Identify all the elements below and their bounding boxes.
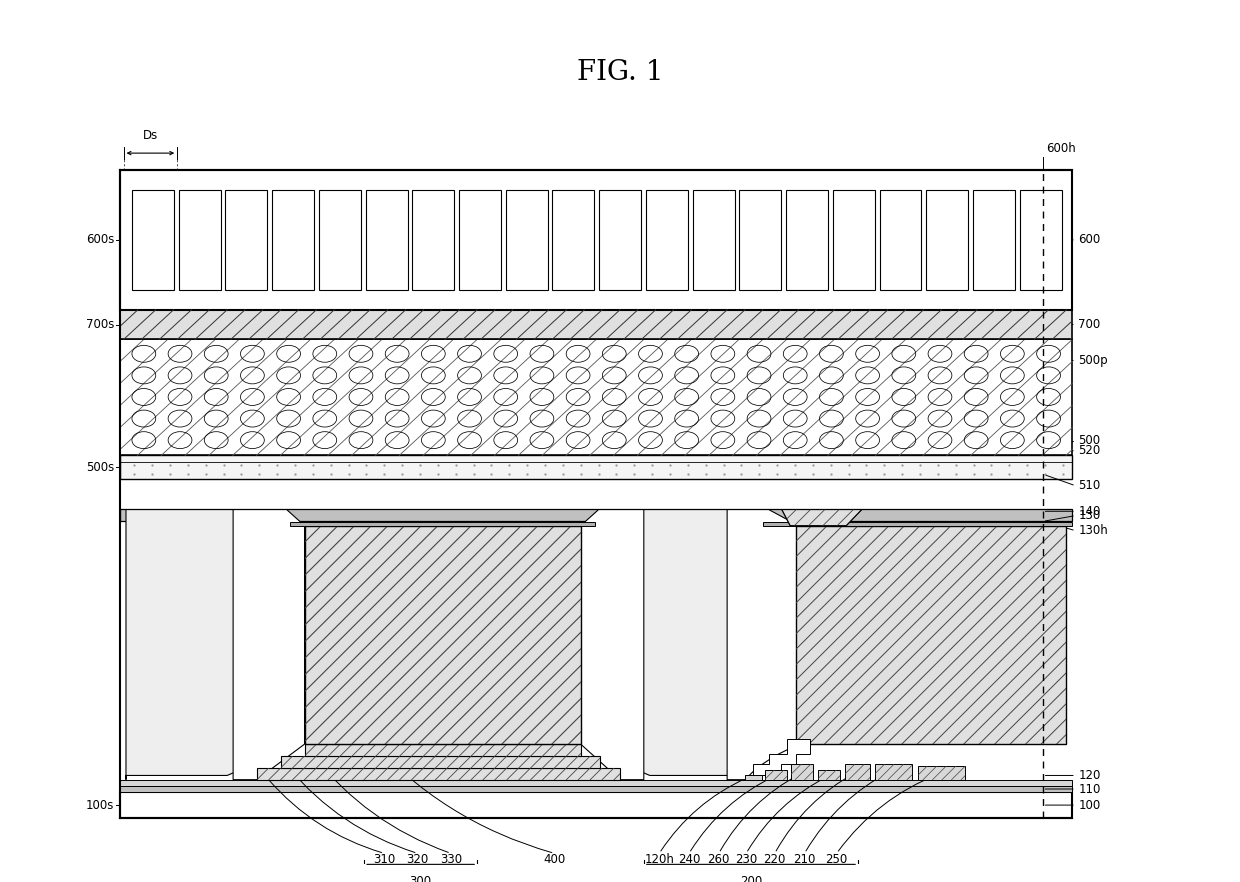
Text: 220: 220 [764, 854, 786, 866]
Text: 320: 320 [407, 854, 429, 866]
Bar [272, 190, 314, 290]
Polygon shape [587, 510, 733, 780]
Text: 120: 120 [1079, 769, 1101, 782]
Bar [179, 190, 221, 290]
Bar [120, 310, 1073, 340]
Polygon shape [796, 526, 1066, 744]
Text: 130h: 130h [1079, 524, 1109, 537]
Polygon shape [754, 739, 811, 774]
Bar [786, 190, 828, 290]
Bar [1019, 190, 1061, 290]
Bar [553, 190, 594, 290]
Polygon shape [918, 766, 965, 780]
Bar [506, 190, 548, 290]
Polygon shape [874, 765, 911, 780]
Polygon shape [791, 765, 813, 780]
Bar [290, 522, 595, 526]
Text: 300: 300 [409, 875, 432, 882]
Polygon shape [126, 510, 299, 780]
Bar [973, 190, 1014, 290]
Polygon shape [727, 510, 799, 780]
Text: 500s: 500s [86, 460, 114, 474]
Text: 310: 310 [373, 854, 396, 866]
Text: 520: 520 [1079, 444, 1101, 457]
Polygon shape [305, 744, 580, 756]
Bar [833, 190, 874, 290]
Text: 700: 700 [1079, 318, 1101, 331]
Bar [131, 190, 174, 290]
Text: 120h: 120h [645, 854, 675, 866]
Bar [926, 190, 968, 290]
Text: 100: 100 [1079, 798, 1101, 811]
Bar [879, 190, 921, 290]
Bar [599, 190, 641, 290]
Text: 100s: 100s [86, 798, 114, 811]
Text: 250: 250 [826, 854, 848, 866]
Bar [412, 190, 454, 290]
Text: 230: 230 [735, 854, 758, 866]
Bar [366, 190, 408, 290]
Text: Ds: Ds [143, 129, 157, 142]
Bar [739, 190, 781, 290]
Polygon shape [817, 769, 841, 780]
Polygon shape [765, 769, 786, 780]
Bar [646, 190, 688, 290]
Bar [693, 190, 734, 290]
Text: 600: 600 [1079, 234, 1101, 246]
Polygon shape [782, 510, 862, 526]
Polygon shape [844, 765, 870, 780]
Text: 700s: 700s [86, 318, 114, 331]
Bar [120, 786, 1073, 792]
Text: FIG. 1: FIG. 1 [577, 59, 663, 86]
Text: 110: 110 [1079, 782, 1101, 796]
Bar [226, 190, 268, 290]
Text: 400: 400 [543, 854, 565, 866]
Bar [763, 522, 1073, 526]
Polygon shape [782, 510, 862, 526]
Text: 500p: 500p [1079, 354, 1107, 367]
Polygon shape [580, 510, 644, 780]
Text: 140: 140 [1079, 505, 1101, 518]
Bar [120, 509, 1073, 521]
Polygon shape [280, 756, 600, 768]
Bar [319, 190, 361, 290]
Polygon shape [257, 768, 620, 780]
Text: 500: 500 [1079, 434, 1100, 446]
Text: 600s: 600s [86, 234, 114, 246]
Text: 330: 330 [440, 854, 463, 866]
Text: 600h: 600h [1047, 142, 1076, 155]
Bar [459, 190, 501, 290]
Text: 510: 510 [1079, 480, 1101, 492]
Bar [120, 455, 1073, 479]
Bar [120, 340, 1073, 455]
Text: 260: 260 [708, 854, 730, 866]
Text: 210: 210 [794, 854, 816, 866]
Text: 240: 240 [678, 854, 701, 866]
Bar [120, 170, 1073, 310]
Bar [120, 792, 1073, 818]
Text: 130: 130 [1079, 509, 1101, 522]
Bar [120, 780, 1073, 786]
Polygon shape [233, 510, 305, 780]
Text: 200: 200 [740, 875, 763, 882]
Polygon shape [305, 526, 580, 744]
Bar [745, 774, 761, 780]
